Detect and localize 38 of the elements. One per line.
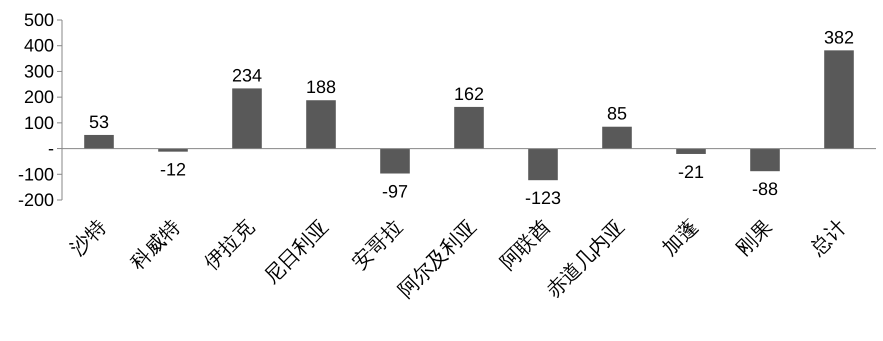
- data-label: -97: [382, 182, 408, 202]
- y-tick-label: 400: [24, 36, 54, 56]
- y-tick-label: 300: [24, 61, 54, 82]
- data-label: 85: [606, 104, 628, 124]
- x-tick-label: 总计: [806, 216, 851, 261]
- data-label: 162: [454, 84, 484, 104]
- data-label: -12: [160, 160, 186, 180]
- bar: [824, 50, 854, 149]
- data-label: 234: [232, 65, 262, 86]
- bar: [528, 148, 558, 180]
- bar: [602, 126, 632, 149]
- x-tick-label: 尼日利亚: [260, 216, 333, 288]
- data-label: 53: [88, 112, 110, 132]
- x-tick-label: 伊拉克: [200, 216, 259, 274]
- bar: [84, 134, 114, 149]
- y-tick-label: 500: [24, 10, 54, 30]
- y-tick-label: 200: [24, 87, 54, 108]
- data-label: 188: [306, 77, 336, 98]
- y-tick-label: -100: [18, 164, 54, 184]
- x-tick-label: 科威特: [126, 216, 185, 274]
- y-tick-label: -: [48, 138, 54, 159]
- bar: [380, 148, 410, 174]
- y-tick-label: -200: [18, 190, 54, 210]
- bar: [750, 148, 780, 172]
- x-tick-label: 沙特: [66, 216, 111, 260]
- data-label: 382: [824, 27, 854, 48]
- bar: [454, 106, 484, 149]
- bar: [232, 88, 262, 149]
- bar: [306, 100, 336, 149]
- x-tick-label: 阿联酋: [496, 216, 555, 274]
- data-label: -21: [678, 162, 704, 182]
- bar: [676, 148, 706, 154]
- y-tick-label: 100: [24, 112, 54, 133]
- x-tick-label: 刚果: [732, 216, 777, 260]
- x-tick-label: 加蓬: [658, 216, 703, 260]
- data-label: -88: [752, 179, 778, 200]
- x-tick-label: 安哥拉: [348, 216, 407, 274]
- data-label: -123: [524, 188, 562, 208]
